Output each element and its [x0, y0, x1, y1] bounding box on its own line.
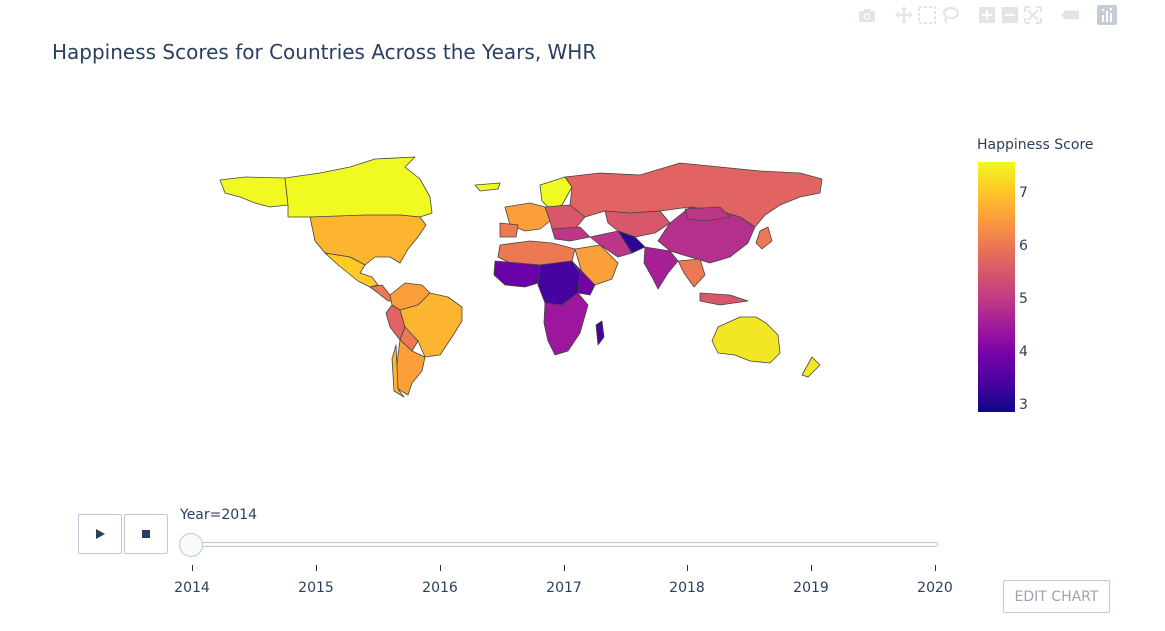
colorbar-tick: 7 [1019, 185, 1028, 201]
autoscale-icon[interactable] [1023, 5, 1043, 25]
region-scandinavia[interactable] [539, 176, 573, 210]
slider-tick [811, 565, 812, 571]
box-select-icon[interactable] [917, 5, 937, 25]
colorbar-tick: 3 [1019, 397, 1028, 413]
chart-title: Happiness Scores for Countries Across th… [52, 40, 597, 64]
slider-tick-label[interactable]: 2020 [917, 580, 953, 596]
region-central-asia[interactable] [604, 210, 671, 238]
region-west-africa[interactable] [493, 260, 546, 288]
slider-tick-label[interactable]: 2014 [174, 580, 210, 596]
region-new-zealand[interactable] [801, 356, 821, 378]
region-chile[interactable] [391, 344, 405, 398]
colorbar-tick: 5 [1019, 291, 1028, 307]
region-japan[interactable] [755, 226, 773, 250]
plotly-logo-icon[interactable] [1097, 5, 1117, 25]
hover-icon[interactable] [1060, 5, 1080, 25]
camera-icon[interactable] [857, 5, 877, 25]
region-turkey[interactable] [551, 226, 591, 242]
colorbar-tick: 4 [1019, 344, 1028, 360]
region-mongolia[interactable] [684, 206, 731, 222]
region-australia[interactable] [711, 316, 781, 364]
region-iberia[interactable] [499, 222, 519, 238]
colorbar-title: Happiness Score [977, 137, 1094, 153]
region-southeast-asia[interactable] [677, 258, 706, 288]
edit-chart-button[interactable]: EDIT CHART [1003, 580, 1110, 613]
region-greenland [474, 182, 501, 192]
world-map[interactable] [200, 145, 840, 405]
slider-tick [316, 565, 317, 571]
region-southern-africa[interactable] [543, 292, 589, 356]
slider-tick [440, 565, 441, 571]
slider-tick-label[interactable]: 2016 [422, 580, 458, 596]
slider-tick-label[interactable]: 2015 [298, 580, 334, 596]
play-icon [96, 529, 105, 539]
stop-button[interactable] [124, 514, 168, 554]
region-alaska[interactable] [219, 176, 289, 208]
zoom-out-icon[interactable] [1000, 5, 1020, 25]
region-india[interactable] [643, 246, 679, 290]
region-north-africa[interactable] [497, 240, 576, 266]
slider-tick [935, 565, 936, 571]
region-canada[interactable] [284, 156, 433, 218]
slider-grip[interactable] [179, 533, 203, 557]
zoom-in-icon[interactable] [977, 5, 997, 25]
region-usa[interactable] [309, 214, 427, 266]
region-east-africa[interactable] [571, 260, 596, 296]
slider-tick [192, 565, 193, 571]
region-indonesia[interactable] [699, 292, 749, 306]
slider-tick-label[interactable]: 2019 [793, 580, 829, 596]
region-mexico[interactable] [324, 252, 379, 288]
slider-tick [687, 565, 688, 571]
colorbar-tick: 6 [1019, 238, 1028, 254]
slider-tick-label[interactable]: 2017 [546, 580, 582, 596]
play-button[interactable] [78, 514, 122, 554]
slider-tick [564, 565, 565, 571]
slider-tick-label[interactable]: 2018 [669, 580, 705, 596]
slider-rail[interactable] [180, 542, 938, 547]
colorbar [978, 162, 1015, 412]
slider-current-value: Year=2014 [180, 507, 257, 523]
stop-icon [142, 530, 150, 538]
pan-icon[interactable] [894, 5, 914, 25]
region-russia[interactable] [564, 162, 823, 228]
modebar [854, 4, 1117, 26]
lasso-icon[interactable] [940, 5, 960, 25]
region-madagascar[interactable] [595, 320, 605, 346]
